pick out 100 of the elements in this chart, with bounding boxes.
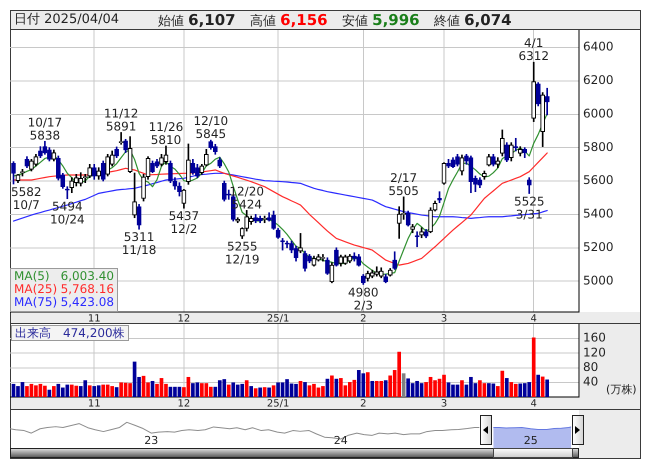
y-tick-label: 5600: [583, 173, 614, 188]
bar: [397, 352, 401, 397]
candlestick: [298, 233, 303, 254]
bar: [200, 383, 204, 397]
bar: [70, 384, 74, 397]
bar: [356, 370, 361, 397]
bar: [379, 380, 384, 397]
bar: [114, 387, 118, 397]
x-tick-label: 2: [360, 314, 366, 325]
annotation: 12/10 5845: [194, 114, 228, 142]
bar: [272, 385, 276, 397]
bar: [536, 374, 540, 397]
x-tick-label: 4: [530, 314, 537, 325]
bar: [330, 376, 334, 397]
bar: [106, 384, 110, 397]
bar: [487, 383, 491, 397]
annotation: 5582 10/7: [10, 185, 42, 212]
annotation: 11/12 5891: [104, 106, 138, 134]
x-tick-label: 3: [440, 398, 448, 410]
x-tick-label: 2: [360, 398, 366, 410]
y-tick-label: 40: [583, 374, 598, 389]
annotation: 4980 2/3: [348, 285, 379, 312]
y-tick-label: 6400: [583, 40, 614, 54]
x-tick-label: 25: [524, 434, 538, 447]
bar: [267, 388, 271, 397]
bar: [366, 372, 370, 397]
y-tick-label: 120: [583, 345, 606, 360]
text: MA(25): [14, 282, 58, 296]
bar: [56, 384, 60, 397]
bar: [384, 380, 388, 397]
candlestick: [320, 254, 326, 262]
bar: [258, 388, 262, 397]
bar: [370, 380, 374, 397]
y-tick-label: 160: [583, 330, 606, 345]
annotation: 5,423.08: [60, 295, 114, 309]
y-tick-label: 80: [583, 360, 598, 374]
bar: [514, 384, 518, 397]
bar: [522, 383, 527, 397]
bar: [244, 380, 249, 397]
text: 高値 6,156: [250, 11, 328, 29]
bar: [460, 380, 464, 397]
x-tick-label: 25/1: [266, 314, 290, 325]
y-tick-label: 5400: [583, 206, 614, 221]
x-tick-label: 4: [530, 398, 537, 410]
bar: [52, 386, 56, 397]
bar: [352, 380, 356, 397]
x-tick-label: 12: [178, 314, 190, 325]
bar: [478, 380, 482, 397]
bar: [545, 380, 549, 397]
text: MA(5): [14, 269, 50, 283]
bar: [48, 390, 52, 397]
bar: [500, 370, 504, 397]
bar: [298, 380, 302, 397]
bar: [361, 373, 366, 397]
bar: [191, 383, 195, 397]
bar: [74, 386, 78, 397]
annotation: 5,768.16: [60, 282, 114, 296]
x-tick-label: 25/1: [266, 398, 290, 410]
bar: [226, 384, 231, 397]
bar: [518, 384, 522, 397]
y-tick-label: 5000: [583, 273, 614, 288]
bar: [374, 380, 379, 397]
annotation: 5437 12/2: [168, 209, 200, 236]
bar: [509, 382, 514, 397]
bar: [92, 386, 96, 397]
annotation: 11/26 5810: [148, 120, 184, 147]
annotation: 5255 12/19: [224, 240, 260, 267]
y-axis-title: (万株): [606, 383, 637, 396]
bar: [339, 378, 343, 397]
text: 始値 6,107: [158, 11, 236, 29]
text: 安値 5,996: [342, 11, 420, 29]
bar: [420, 383, 424, 397]
annotation: 6,003.40: [60, 269, 114, 283]
chart-title: 日付 2025/04/04: [14, 11, 120, 29]
bar: [303, 382, 307, 397]
y-tick-label: 5800: [583, 140, 614, 154]
bar: [334, 378, 338, 397]
bar: [326, 378, 330, 397]
bar: [231, 382, 236, 397]
x-tick-label: 23: [144, 434, 158, 447]
bar: [128, 383, 132, 397]
bar: [88, 385, 92, 397]
bar: [254, 388, 258, 397]
y-tick-label: 5200: [583, 240, 614, 254]
annotation: 10/17 5838: [28, 115, 62, 142]
annotation: 4/1 6312: [518, 36, 549, 64]
bar: [540, 376, 545, 397]
bar: [96, 385, 101, 397]
annotation: 2/17 5505: [388, 170, 419, 198]
bar: [532, 338, 536, 397]
bar: [402, 373, 406, 397]
bar: [150, 380, 154, 397]
y-tick-label: 6200: [583, 73, 614, 88]
x-tick-label: 3: [440, 314, 448, 325]
bar: [504, 378, 509, 397]
x-tick-label: 24: [334, 434, 348, 447]
y-tick-label: 6000: [583, 106, 614, 120]
bar: [240, 384, 244, 397]
bar: [83, 380, 88, 397]
bar: [110, 386, 114, 397]
